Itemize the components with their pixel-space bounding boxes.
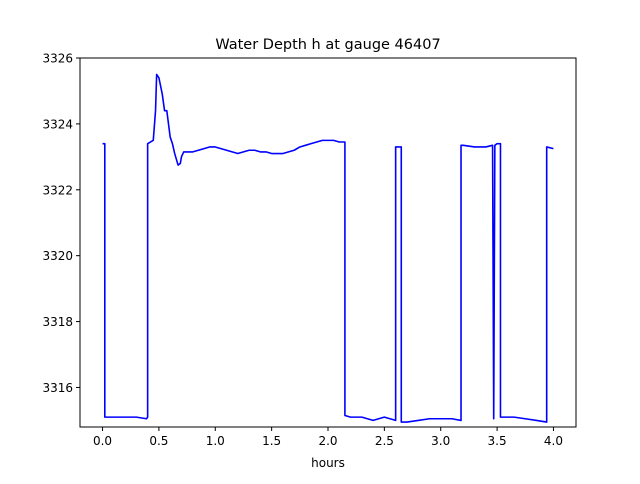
x-tick-label: 2.0 <box>318 434 337 448</box>
x-axis-label: hours <box>311 456 345 470</box>
y-tick-label: 3318 <box>42 315 73 329</box>
x-tick-label: 0.5 <box>149 434 168 448</box>
y-tick-label: 3320 <box>42 249 73 263</box>
x-tick-label: 3.5 <box>488 434 507 448</box>
x-tick-label: 0.0 <box>93 434 112 448</box>
y-tick-label: 3316 <box>42 381 73 395</box>
y-axis: 3316 3318 3320 3322 3324 3326 <box>42 52 80 395</box>
x-tick-label: 3.0 <box>431 434 450 448</box>
plot-area <box>102 73 554 423</box>
y-tick-label: 3324 <box>42 117 73 131</box>
x-axis: 0.0 0.5 1.0 1.5 2.0 2.5 3.0 3.5 4.0 <box>93 427 563 448</box>
chart-title: Water Depth h at gauge 46407 <box>215 37 440 53</box>
x-tick-label: 1.5 <box>262 434 281 448</box>
x-tick-label: 1.0 <box>206 434 225 448</box>
series-line-0 <box>102 73 554 423</box>
x-tick-label: 2.5 <box>375 434 394 448</box>
y-tick-label: 3322 <box>42 183 73 197</box>
x-tick-label: 4.0 <box>544 434 563 448</box>
y-tick-label: 3326 <box>42 52 73 66</box>
